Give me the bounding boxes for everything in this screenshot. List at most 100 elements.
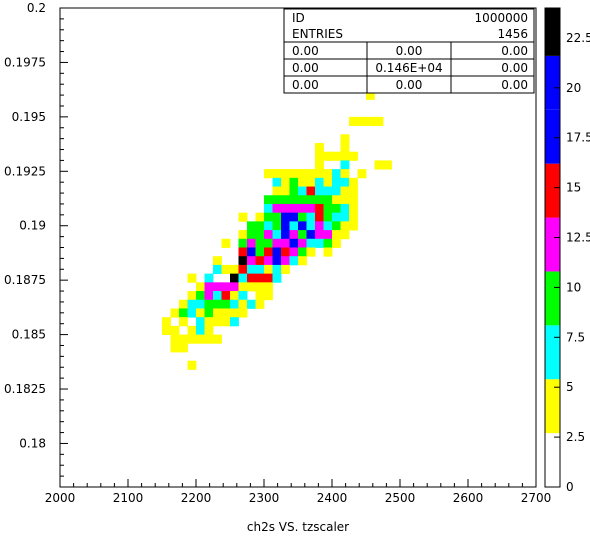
color-scale-label: 7.5 (566, 330, 585, 344)
heatmap-cell (230, 308, 239, 318)
heatmap-cell (383, 160, 392, 170)
heatmap-cell (340, 134, 350, 144)
heatmap-cell (289, 195, 299, 205)
heatmap-cell (349, 221, 358, 231)
stats-cell: 0.00 (292, 61, 319, 75)
heatmap-cell (230, 264, 239, 275)
heatmap-cell (366, 90, 375, 100)
heatmap-cell (289, 169, 299, 179)
color-scale-label: 15 (566, 181, 581, 195)
x-tick-label: 2400 (317, 491, 348, 505)
heatmap-cell (374, 160, 384, 170)
heatmap-cell (238, 291, 248, 301)
heatmap-cell (264, 169, 273, 179)
heatmap-cell (332, 212, 341, 222)
color-scale-label: 0 (566, 480, 574, 494)
heatmap-cell (247, 238, 256, 248)
heatmap-cell (272, 195, 282, 205)
heatmap-cell (315, 142, 324, 153)
heatmap-cell (281, 264, 290, 275)
heatmap-cell (332, 186, 341, 196)
heatmap-cell (306, 221, 316, 231)
heatmap-cell (247, 221, 256, 231)
heatmap-cell (281, 238, 290, 248)
heatmap-cell (289, 203, 299, 214)
heatmap-cell (323, 212, 333, 222)
heatmap-cell (221, 308, 231, 318)
heatmap-cell (255, 299, 265, 309)
heatmap-cell (332, 195, 341, 205)
heatmap-cell (332, 238, 341, 248)
heatmap-cell (272, 212, 282, 222)
heatmap-cell (281, 169, 290, 179)
heatmap-cell (289, 177, 299, 187)
heatmap-cell (196, 317, 205, 327)
heatmap-cell (204, 317, 214, 327)
heatmap-cell (323, 238, 333, 248)
y-tick-label: 0.19 (19, 219, 46, 233)
heatmap-cell (255, 221, 265, 231)
heatmap-cell (272, 169, 282, 179)
heatmap-cell (281, 186, 290, 196)
heatmap-cell (238, 247, 248, 257)
heatmap-cell (332, 221, 341, 231)
heatmap-cell (315, 151, 324, 161)
heatmap-cell (340, 142, 350, 153)
heatmap-cell (213, 264, 222, 275)
stats-box: ID 1000000 ENTRIES 1456 0.00 0.00 0.00 0… (283, 8, 535, 94)
heatmap-cell (238, 238, 248, 248)
heatmap-cell (272, 256, 282, 266)
heatmap-cell (196, 282, 205, 292)
heatmap-cell (340, 195, 350, 205)
heatmap-cell (323, 247, 333, 257)
heatmap-cell (247, 299, 256, 309)
heatmap-cell (238, 212, 248, 222)
heatmap-cell (272, 221, 282, 231)
color-scale-label: 17.5 (566, 131, 590, 145)
heatmap-cell (264, 247, 273, 257)
heatmap-cell (213, 256, 222, 266)
heatmap-cell (349, 151, 358, 161)
heatmap-cell (306, 177, 316, 187)
x-tick-label: 2700 (521, 491, 552, 505)
heatmap-cell (272, 177, 282, 187)
heatmap-cell (264, 256, 273, 266)
heatmap-cell (340, 177, 350, 187)
stats-label-id: ID (292, 11, 305, 25)
heatmap-cell (289, 186, 299, 196)
heatmap-cell (179, 308, 188, 318)
heatmap-cell (204, 273, 214, 283)
color-scale-label: 2.5 (566, 430, 585, 444)
heatmap-cell (187, 360, 197, 370)
heatmap-cell (272, 247, 282, 257)
color-scale-band (545, 271, 560, 326)
heatmap-cell (247, 230, 256, 240)
heatmap-cell (213, 334, 222, 344)
y-tick-label: 0.1975 (4, 55, 46, 69)
heatmap-cell (196, 308, 205, 318)
heatmap-cell (340, 203, 350, 214)
y-axis: 0.18 0.1825 0.185 0.1875 0.19 0.1925 0.195 0.19… (4, 1, 68, 488)
x-tick-label: 2300 (249, 491, 280, 505)
heatmap-cell (170, 325, 180, 335)
heatmap-cell (272, 186, 282, 196)
heatmap-cell (264, 195, 273, 205)
heatmap-cell (298, 212, 307, 222)
heatmap-cell (255, 212, 265, 222)
heatmap-cell (230, 317, 239, 327)
stats-cell: 0.00 (501, 61, 528, 75)
stats-cell: 0.00 (501, 78, 528, 92)
color-scale-label: 12.5 (566, 231, 590, 245)
heatmap-cell (204, 291, 214, 301)
heatmap-cell (264, 282, 273, 292)
heatmap-cell (323, 203, 333, 214)
y-tick-label: 0.195 (12, 110, 46, 124)
heatmap-cell (357, 169, 367, 179)
color-scale-label: 10 (566, 280, 581, 294)
heatmap-cell (264, 264, 273, 275)
heatmap-cell (281, 256, 290, 266)
heatmap-cell (323, 221, 333, 231)
heatmap-cell (272, 238, 282, 248)
heatmap-cell (306, 230, 316, 240)
heatmap-cell (298, 230, 307, 240)
